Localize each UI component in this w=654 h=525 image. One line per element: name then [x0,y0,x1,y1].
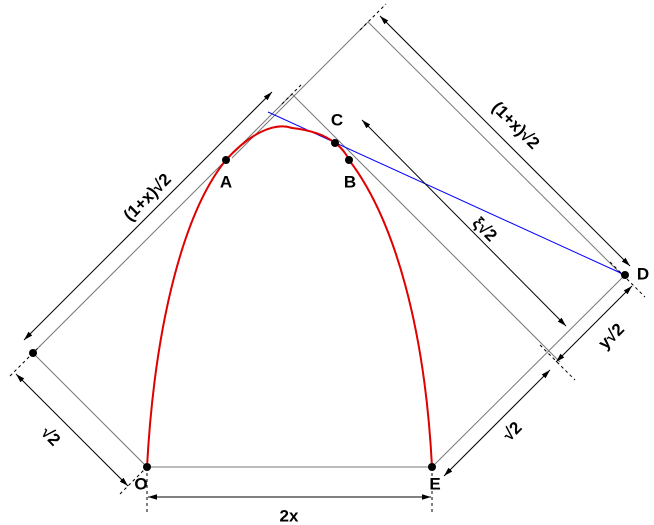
point-label: C [331,110,343,129]
dimension-label: 2x [280,506,299,525]
dimension-label: √2 [499,418,526,445]
dimension-label: ξ√2 [469,213,501,245]
point-label: D [637,264,649,283]
point-label: E [429,474,440,493]
extension-dashes [9,3,646,515]
point-label: O [134,474,147,493]
construction-lines [32,21,626,468]
dimension-label: √2 [37,423,64,450]
point-markers [29,139,629,471]
dimension-lines [15,15,633,500]
dimension-label: (1+x)√2 [488,98,543,153]
dimension-label: y√2 [595,320,628,353]
curve [146,125,433,468]
point-label: B [344,172,356,191]
point-label: A [220,172,232,191]
